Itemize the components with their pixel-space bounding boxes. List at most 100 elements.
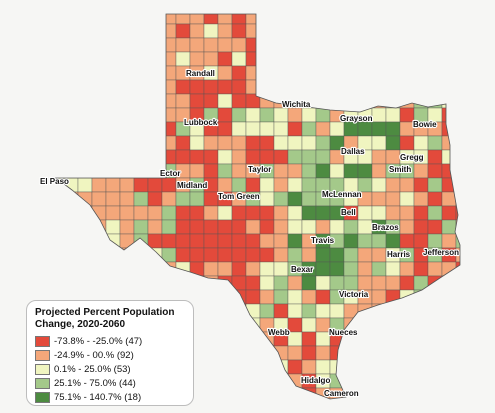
county-cell bbox=[455, 373, 460, 389]
county-cell bbox=[371, 65, 387, 81]
county-cell bbox=[203, 303, 219, 319]
county-cell bbox=[273, 177, 289, 193]
county-cell bbox=[259, 51, 275, 67]
county-cell bbox=[427, 37, 443, 53]
county-cell bbox=[343, 163, 359, 179]
county-cell bbox=[301, 51, 317, 67]
county-cell bbox=[413, 275, 429, 291]
county-cell bbox=[119, 191, 135, 207]
county-cell bbox=[175, 191, 191, 207]
county-cell bbox=[105, 14, 121, 25]
county-label-taylor: Taylor bbox=[248, 165, 271, 174]
county-cell bbox=[175, 247, 191, 263]
county-cell bbox=[259, 289, 275, 305]
county-cell bbox=[399, 205, 415, 221]
county-cell bbox=[274, 402, 288, 413]
county-cell bbox=[441, 205, 457, 221]
county-cell bbox=[287, 275, 303, 291]
county-cell bbox=[455, 163, 460, 179]
county-cell bbox=[203, 317, 219, 333]
county-cell bbox=[217, 373, 233, 389]
county-cell bbox=[56, 205, 65, 221]
county-cell bbox=[119, 14, 135, 25]
county-cell bbox=[245, 135, 261, 151]
county-cell bbox=[315, 303, 331, 319]
county-cell bbox=[399, 289, 415, 305]
county-cell bbox=[190, 402, 204, 413]
county-cell bbox=[56, 23, 65, 39]
county-cell bbox=[287, 387, 303, 399]
county-cell bbox=[245, 219, 261, 235]
county-cell bbox=[217, 65, 233, 81]
county-cell bbox=[399, 79, 415, 95]
county-cell bbox=[245, 93, 261, 109]
county-cell bbox=[63, 23, 79, 39]
county-cell bbox=[385, 317, 401, 333]
county-cell bbox=[231, 51, 247, 67]
county-cell bbox=[245, 121, 261, 137]
county-cell bbox=[343, 51, 359, 67]
county-cell bbox=[329, 275, 345, 291]
county-cell bbox=[301, 191, 317, 207]
county-cell bbox=[259, 387, 275, 399]
county-label-randall: Randall bbox=[186, 69, 215, 78]
county-cell bbox=[56, 37, 65, 53]
county-cell bbox=[245, 79, 261, 95]
county-cell bbox=[357, 359, 373, 375]
county-cell bbox=[259, 65, 275, 81]
county-cell bbox=[287, 345, 303, 361]
county-cell bbox=[217, 289, 233, 305]
county-cell bbox=[456, 402, 470, 413]
county-cell bbox=[273, 261, 289, 277]
county-cell bbox=[119, 23, 135, 39]
county-cell bbox=[119, 79, 135, 95]
county-cell bbox=[105, 205, 121, 221]
county-cell bbox=[147, 65, 163, 81]
county-cell bbox=[245, 14, 261, 25]
county-cell bbox=[343, 233, 359, 249]
county-label-tom-green: Tom Green bbox=[218, 192, 260, 201]
county-cell bbox=[217, 359, 233, 375]
county-cell bbox=[413, 135, 429, 151]
county-cell bbox=[301, 135, 317, 151]
county-cell bbox=[427, 65, 443, 81]
county-cell bbox=[175, 23, 191, 39]
county-cell bbox=[245, 37, 261, 53]
county-cell bbox=[217, 205, 233, 221]
county-cell bbox=[77, 51, 93, 67]
county-cell bbox=[56, 233, 65, 249]
county-cell bbox=[63, 121, 79, 137]
county-cell bbox=[315, 37, 331, 53]
county-cell bbox=[315, 345, 331, 361]
county-cell bbox=[133, 14, 149, 25]
county-cell bbox=[343, 219, 359, 235]
county-cell bbox=[455, 191, 460, 207]
county-cell bbox=[273, 149, 289, 165]
county-cell bbox=[119, 121, 135, 137]
county-cell bbox=[399, 51, 415, 67]
county-cell bbox=[231, 79, 247, 95]
county-cell bbox=[231, 65, 247, 81]
county-cell bbox=[357, 233, 373, 249]
county-cell bbox=[399, 373, 415, 389]
county-cell bbox=[133, 51, 149, 67]
county-cell bbox=[189, 51, 205, 67]
county-cell bbox=[329, 37, 345, 53]
county-cell bbox=[232, 402, 246, 413]
county-cell bbox=[357, 93, 373, 109]
county-cell bbox=[175, 233, 191, 249]
county-cell bbox=[56, 163, 65, 179]
county-cell bbox=[371, 289, 387, 305]
county-cell bbox=[455, 121, 460, 137]
county-cell bbox=[399, 23, 415, 39]
county-cell bbox=[147, 261, 163, 277]
county-cell bbox=[161, 149, 177, 165]
county-cell bbox=[343, 37, 359, 53]
county-cell bbox=[259, 219, 275, 235]
county-cell bbox=[371, 135, 387, 151]
county-cell bbox=[343, 93, 359, 109]
county-cell bbox=[56, 275, 65, 291]
county-cell bbox=[287, 219, 303, 235]
legend-swatch bbox=[35, 363, 50, 375]
county-cell bbox=[133, 37, 149, 53]
